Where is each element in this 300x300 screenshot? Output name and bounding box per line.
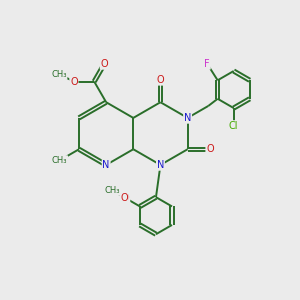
Text: O: O [206, 144, 214, 154]
Text: O: O [70, 76, 78, 86]
Text: N: N [184, 113, 191, 123]
Text: CH₃: CH₃ [52, 156, 67, 165]
Text: N: N [103, 160, 110, 170]
Text: O: O [120, 193, 128, 203]
Text: O: O [157, 75, 164, 85]
Text: O: O [122, 193, 130, 203]
Text: Cl: Cl [229, 121, 238, 131]
Text: CH₃: CH₃ [51, 70, 67, 79]
Text: CH₃: CH₃ [104, 186, 120, 195]
Text: O: O [100, 59, 108, 69]
Text: F: F [204, 59, 210, 69]
Text: N: N [157, 160, 164, 170]
